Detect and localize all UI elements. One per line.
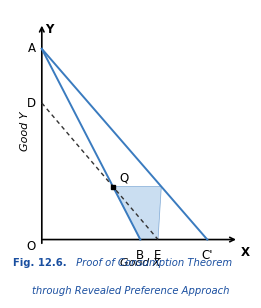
Text: through Revealed Preference Approach: through Revealed Preference Approach [32, 286, 229, 296]
Text: A: A [28, 42, 36, 55]
Text: C': C' [201, 249, 213, 262]
Text: Good X: Good X [120, 258, 161, 268]
Text: X: X [241, 246, 250, 259]
Polygon shape [113, 187, 161, 240]
Text: Good Y: Good Y [20, 111, 30, 151]
Text: E: E [154, 249, 162, 262]
Text: Q: Q [120, 172, 129, 184]
Text: Proof of Consumption Theorem: Proof of Consumption Theorem [73, 258, 232, 268]
Text: D: D [27, 96, 36, 110]
Text: Fig. 12.6.: Fig. 12.6. [13, 258, 67, 268]
Text: Y: Y [45, 23, 53, 36]
Text: O: O [27, 240, 36, 253]
Text: B: B [136, 249, 144, 262]
